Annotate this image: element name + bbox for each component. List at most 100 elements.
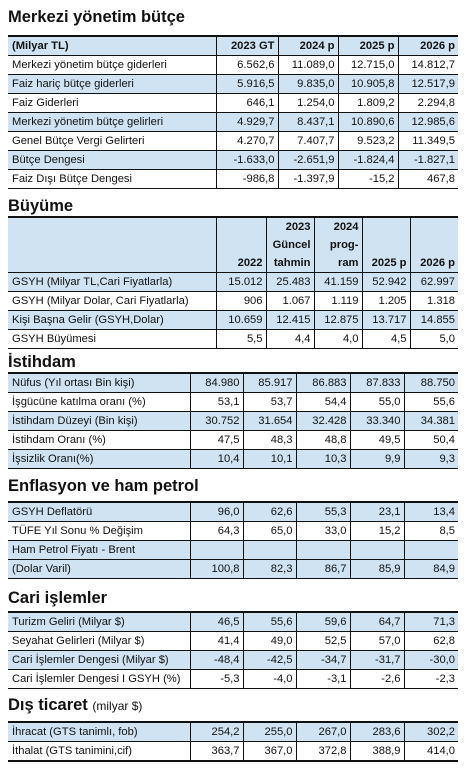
cell-value: -2,6 (350, 669, 405, 689)
header-row: 2022 2023 Güncel tahmin 2024 prog- ram 2025… (8, 217, 458, 273)
cell-value: 10,3 (296, 449, 351, 469)
section-title-dis: Dış ticaret (milyar $) (8, 695, 142, 716)
cell-value (350, 540, 405, 560)
cell-value: 49,5 (350, 430, 405, 450)
row-label: GSYH Deflatörü (8, 502, 191, 522)
cell-value: 414,0 (404, 741, 458, 762)
cell-value: -48,4 (190, 650, 244, 670)
row-label: Bütçe Dengesi (8, 150, 217, 170)
cell-value: 86.883 (296, 373, 351, 393)
table-row: İşsizlik Oranı(%) 10,4 10,1 10,3 9,9 9,3 (8, 449, 458, 469)
table-row: GSYH Deflatörü 96,0 62,6 55,3 23,1 13,4 (8, 502, 458, 522)
cell-value: 4,5 (362, 329, 411, 349)
cell-value: 9.523,2 (338, 131, 399, 151)
cell-value: 388,9 (350, 741, 405, 762)
cell-value: 59,6 (296, 612, 351, 632)
cell-value: 1.318 (410, 291, 458, 311)
cell-value: 55,6 (243, 612, 297, 632)
cell-value: 4,0 (314, 329, 363, 349)
cell-value: 88.750 (404, 373, 458, 393)
dis-title-unit: (milyar $) (92, 699, 143, 713)
table-row: (Dolar Varil) 100,8 82,3 86,7 85,9 84,9 (8, 559, 458, 579)
cell-value: 62,6 (243, 502, 297, 522)
cell-value: -42,5 (243, 650, 297, 670)
row-label: Ham Petrol Fiyatı - Brent (8, 540, 191, 560)
table-row: Merkezi yönetim bütçe gelirleri 4.929,7 8.… (8, 112, 458, 132)
cell-value: 12.715,0 (338, 55, 399, 75)
cell-value: -34,7 (296, 650, 351, 670)
row-label: Faiz hariç bütçe giderleri (8, 74, 217, 94)
row-label: Nüfus (Yıl ortası Bin kişi) (8, 373, 191, 393)
table-row: İstihdam Düzeyi (Bin kişi) 30.752 31.654 32… (8, 411, 458, 431)
row-label: İstihdam Düzeyi (Bin kişi) (8, 411, 191, 431)
table-butce: (Milyar TL) 2023 GT 2024 p 2025 p 2026 p Merk… (8, 35, 458, 189)
column-header: 2024 prog- ram (314, 217, 363, 273)
cell-value: 10,1 (243, 449, 297, 469)
table-cari: Turizm Geliri (Milyar $) 46,5 55,6 59,6 64,7… (8, 611, 458, 689)
row-label: Faiz Giderleri (8, 93, 217, 113)
cell-value: 62.997 (410, 272, 458, 292)
column-header: 2025 p (338, 36, 399, 56)
table-row: Merkezi yönetim bütçe giderleri 6.562,6 11… (8, 55, 458, 75)
row-label: Merkezi yönetim bütçe gelirleri (8, 112, 217, 132)
row-label: GSYH (Milyar TL,Cari Fiyatlarla) (8, 272, 217, 292)
cell-value: 4,4 (266, 329, 315, 349)
cell-value: 55,6 (404, 392, 458, 412)
table-row: Turizm Geliri (Milyar $) 46,5 55,6 59,6 64,7… (8, 612, 458, 632)
cell-value: 65,0 (243, 521, 297, 541)
cell-value: 367,0 (243, 741, 297, 762)
row-label: Turizm Geliri (Milyar $) (8, 612, 191, 632)
cell-value: 467,8 (398, 169, 458, 189)
section-title-istihdam: İstihdam (8, 353, 76, 371)
cell-value: 84.980 (190, 373, 244, 393)
cell-value: -1.633,0 (216, 150, 279, 170)
table-row: İstihdam Oranı (%) 47,5 48,3 48,8 49,5 50,4 (8, 430, 458, 450)
cell-value: 5,5 (216, 329, 267, 349)
cell-value: 87.833 (350, 373, 405, 393)
cell-value: 55,0 (350, 392, 405, 412)
cell-value: 1.254,0 (278, 93, 339, 113)
row-label: İhracat (GTS tanimlı, fob) (8, 722, 191, 742)
table-row: Seyahat Gelirleri (Milyar $) 41,4 49,0 52,5… (8, 631, 458, 651)
row-label: GSYH Büyümesi (8, 329, 217, 349)
cell-value: 10,4 (190, 449, 244, 469)
cell-value (190, 540, 244, 560)
cell-value: 25.483 (266, 272, 315, 292)
cell-value: 12.415 (266, 310, 315, 330)
row-label: İşsizlik Oranı(%) (8, 449, 191, 469)
cell-value: 363,7 (190, 741, 244, 762)
cell-value: 41.159 (314, 272, 363, 292)
cell-value: -1.397,9 (278, 169, 339, 189)
cell-value: 47,5 (190, 430, 244, 450)
cell-value: 49,0 (243, 631, 297, 651)
cell-value: -30,0 (404, 650, 458, 670)
cell-value: 15.012 (216, 272, 267, 292)
table-row: Faiz Dışı Bütçe Dengesi -986,8 -1.397,9 -15… (8, 169, 458, 189)
cell-value: 82,3 (243, 559, 297, 579)
cell-value: 5.916,5 (216, 74, 279, 94)
table-row: Nüfus (Yıl ortası Bin kişi) 84.980 85.917 8… (8, 373, 458, 393)
column-header: 2024 p (278, 36, 339, 56)
cell-value: 64,7 (350, 612, 405, 632)
cell-value: 254,2 (190, 722, 244, 742)
cell-value: 255,0 (243, 722, 297, 742)
cell-value: 9.835,0 (278, 74, 339, 94)
table-row: İthalat (GTS tanimini,cif) 363,7 367,0 372,… (8, 741, 458, 762)
row-label: İthalat (GTS tanimini,cif) (8, 741, 191, 762)
cell-value: 34.381 (404, 411, 458, 431)
cell-value: 7.407,7 (278, 131, 339, 151)
table-buyume: 2022 2023 Güncel tahmin 2024 prog- ram 2025… (8, 216, 458, 349)
cell-value: 15,2 (350, 521, 405, 541)
cell-value: -2,3 (404, 669, 458, 689)
cell-value: 1.067 (266, 291, 315, 311)
cell-value: 10.890,6 (338, 112, 399, 132)
table-row: TÜFE Yıl Sonu % Değişim 64,3 65,0 33,0 15,2 8… (8, 521, 458, 541)
cell-value: 50,4 (404, 430, 458, 450)
row-label: Merkezi yönetim bütçe giderleri (8, 55, 217, 75)
cell-value: 53,7 (243, 392, 297, 412)
row-label: (Dolar Varil) (8, 559, 191, 579)
cell-value: 52,5 (296, 631, 351, 651)
table-row: Faiz Giderleri 646,1 1.254,0 1.809,2 2.294,8 (8, 93, 458, 113)
cell-value: 1.119 (314, 291, 363, 311)
cell-value: 14.855 (410, 310, 458, 330)
